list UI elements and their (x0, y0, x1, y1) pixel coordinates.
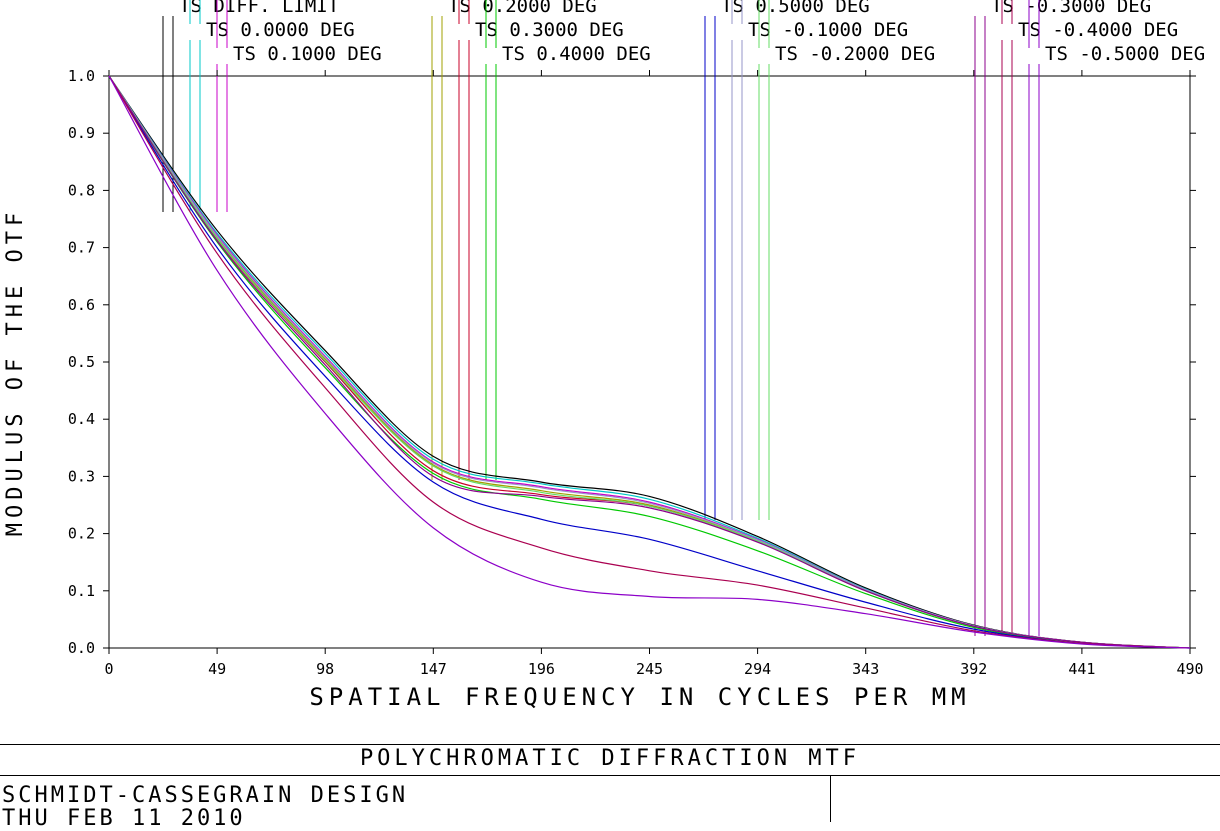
series-lines (108, 75, 1191, 649)
x-tick-label: 49 (208, 660, 226, 678)
y-tick-label: 0.7 (68, 239, 95, 257)
series-line-7 (108, 75, 1191, 649)
series-line-11 (108, 75, 1191, 649)
y-tick-label: 0.3 (68, 467, 95, 485)
series-line-6 (108, 75, 1191, 649)
series-line-8 (108, 75, 1191, 649)
y-tick-label: 0.6 (68, 296, 95, 314)
series-line-4 (108, 75, 1191, 649)
legend-entry-label: TS 0.1000 DEG (233, 43, 382, 65)
footer-top-rule (0, 744, 1220, 745)
y-tick-label: 0.4 (68, 410, 95, 428)
axis-ticks: 0 49 98 147 196 245 294 343 392 441 490 0.0 0.1 0.2 0.… (68, 67, 1204, 678)
legend-entry-label: TS 0.2000 DEG (448, 0, 597, 17)
x-tick-label: 392 (960, 660, 987, 678)
legend-entry-label: TS 0.5000 DEG (721, 0, 870, 17)
series-line-10 (108, 75, 1191, 649)
y-tick-label: 0.8 (68, 181, 95, 199)
y-tick-label: 0.1 (68, 582, 95, 600)
y-tick-label: 1.0 (68, 67, 95, 85)
legend-entry-label: TS -0.2000 DEG (775, 43, 935, 65)
legend-entry-label: TS -0.5000 DEG (1045, 43, 1205, 65)
x-tick-label: 0 (104, 660, 113, 678)
legend-entry-label: TS -0.4000 DEG (1018, 19, 1178, 41)
x-tick-label: 294 (744, 660, 771, 678)
series-line-3 (108, 75, 1191, 649)
plot-frame (108, 75, 1191, 649)
design-date: THU FEB 11 2010 (2, 806, 246, 831)
design-name: SCHMIDT-CASSEGRAIN DESIGN (2, 783, 409, 808)
series-line-9 (108, 75, 1191, 649)
y-tick-label: 0.0 (68, 639, 95, 657)
series-line-1 (108, 75, 1191, 649)
y-axis-label: MODULUS OF THE OTF (3, 208, 28, 536)
y-tick-label: 0.2 (68, 525, 95, 543)
x-tick-label: 343 (852, 660, 879, 678)
x-axis-label: SPATIAL FREQUENCY IN CYCLES PER MM (309, 683, 970, 711)
legend-entry-label: TS -0.1000 DEG (748, 19, 908, 41)
legend-entry-label: TS 0.3000 DEG (475, 19, 624, 41)
footer-divider (830, 776, 831, 822)
x-tick-label: 490 (1176, 660, 1203, 678)
footer-title: POLYCHROMATIC DIFFRACTION MTF (359, 746, 861, 771)
series-line-0 (108, 75, 1191, 649)
series-line-5 (108, 75, 1191, 649)
x-tick-label: 441 (1068, 660, 1095, 678)
x-tick-label: 245 (636, 660, 663, 678)
legend-entry-label: TS DIFF. LIMIT (179, 0, 339, 17)
legend-entry-label: TS 0.4000 DEG (502, 43, 651, 65)
x-tick-label: 196 (528, 660, 555, 678)
legend-entry-label: TS 0.0000 DEG (206, 19, 355, 41)
x-tick-label: 147 (420, 660, 447, 678)
footer-mid-rule (0, 775, 1220, 776)
x-tick-label: 98 (316, 660, 334, 678)
y-tick-label: 0.9 (68, 124, 95, 142)
y-tick-label: 0.5 (68, 353, 95, 371)
legend-entry-label: TS -0.3000 DEG (991, 0, 1151, 17)
series-line-2 (108, 75, 1191, 649)
